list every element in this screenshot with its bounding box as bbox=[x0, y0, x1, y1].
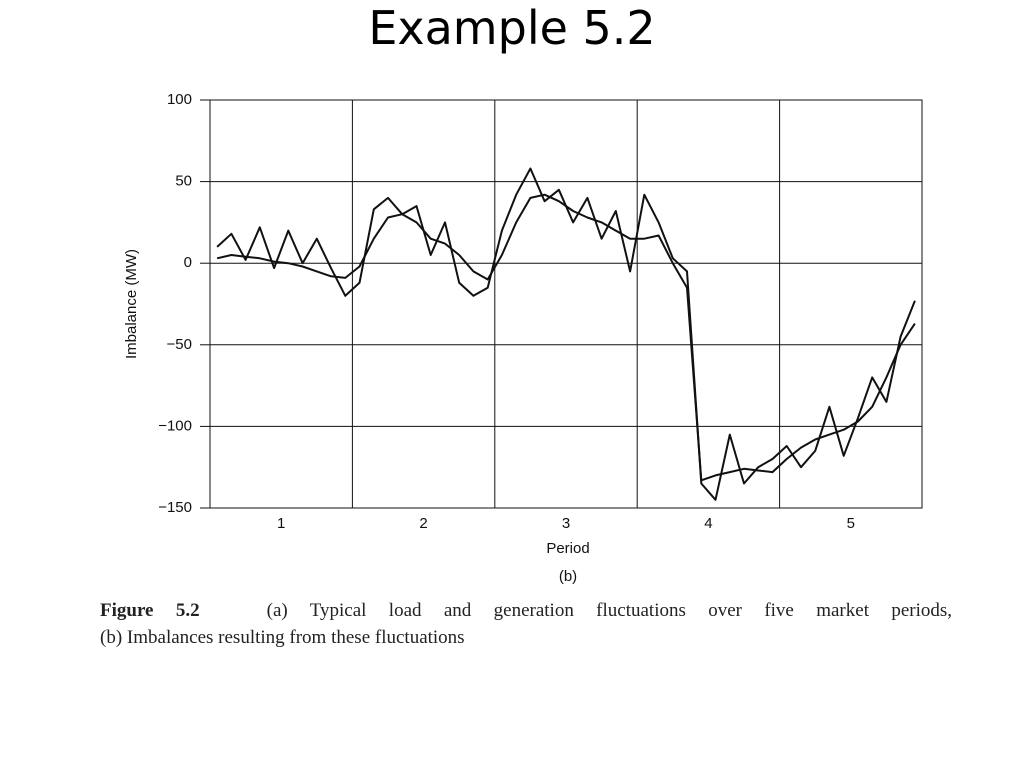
data-line bbox=[216, 167, 916, 501]
y-tick-label: −150 bbox=[158, 499, 192, 516]
plot-frame bbox=[209, 99, 923, 509]
data-line bbox=[216, 193, 916, 482]
x-tick-label: 1 bbox=[277, 515, 285, 532]
caption-line: Figure 5.2 (a) Typical load and generati… bbox=[100, 597, 952, 624]
y-tick-label: 100 bbox=[167, 91, 192, 108]
caption: Figure 5.2 (a) Typical load and generati… bbox=[100, 597, 952, 651]
x-tick-label: 5 bbox=[847, 515, 855, 532]
y-tick-label: 50 bbox=[175, 173, 192, 190]
caption-text: (a) Typical load and generation fluctuat… bbox=[266, 600, 953, 621]
y-tick-label: 0 bbox=[184, 254, 192, 271]
panel-label: (b) bbox=[559, 568, 577, 585]
caption-label: Figure 5.2 bbox=[100, 600, 200, 621]
x-tick-label: 4 bbox=[704, 515, 712, 532]
caption-text: (b) Imbalances resulting from these fluc… bbox=[100, 627, 465, 648]
x-tick-label: 2 bbox=[419, 515, 427, 532]
chart: Period (b) Imbalance (MW) −150 −100 −50 0 50… bbox=[123, 91, 923, 585]
y-tick-label: −50 bbox=[167, 336, 192, 353]
y-axis-label: Imbalance (MW) bbox=[123, 249, 140, 359]
x-tick-label: 3 bbox=[562, 515, 570, 532]
slide-title: Example 5.2 bbox=[368, 1, 656, 55]
x-axis-label: Period bbox=[546, 540, 589, 557]
y-tick-label: −100 bbox=[158, 417, 192, 434]
